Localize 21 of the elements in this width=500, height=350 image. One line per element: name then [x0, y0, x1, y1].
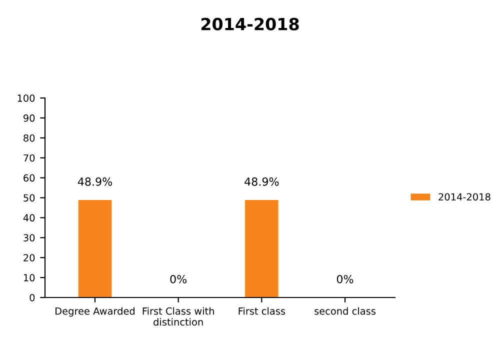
data-label: 0% — [336, 274, 354, 284]
legend-label: 2014-2018 — [438, 193, 490, 201]
y-tick-label: 50 — [24, 194, 35, 202]
y-tick-label: 0 — [30, 294, 35, 302]
x-tick-label: Degree Awarded — [56, 307, 135, 317]
y-tick-label: 100 — [18, 94, 35, 102]
data-label: 48.9% — [78, 177, 112, 186]
y-tick-label: 60 — [24, 174, 35, 182]
y-tick-label: 30 — [24, 234, 35, 242]
data-label: 0% — [170, 274, 187, 284]
x-tick-label: First class — [238, 307, 286, 315]
y-tick-label: 40 — [23, 214, 35, 222]
data-label: 48.9% — [244, 177, 279, 186]
y-tick-label: 10 — [24, 274, 35, 282]
y-tick-label: 20 — [24, 254, 35, 262]
x-tick-label: second class — [314, 307, 376, 315]
y-tick-label: 80 — [24, 134, 35, 142]
y-tick-label: 70 — [24, 154, 35, 162]
chart-title: 2014-2018 — [201, 18, 299, 30]
y-tick-label: 90 — [24, 114, 35, 122]
x-tick-label: First Class with distinction — [142, 307, 214, 326]
